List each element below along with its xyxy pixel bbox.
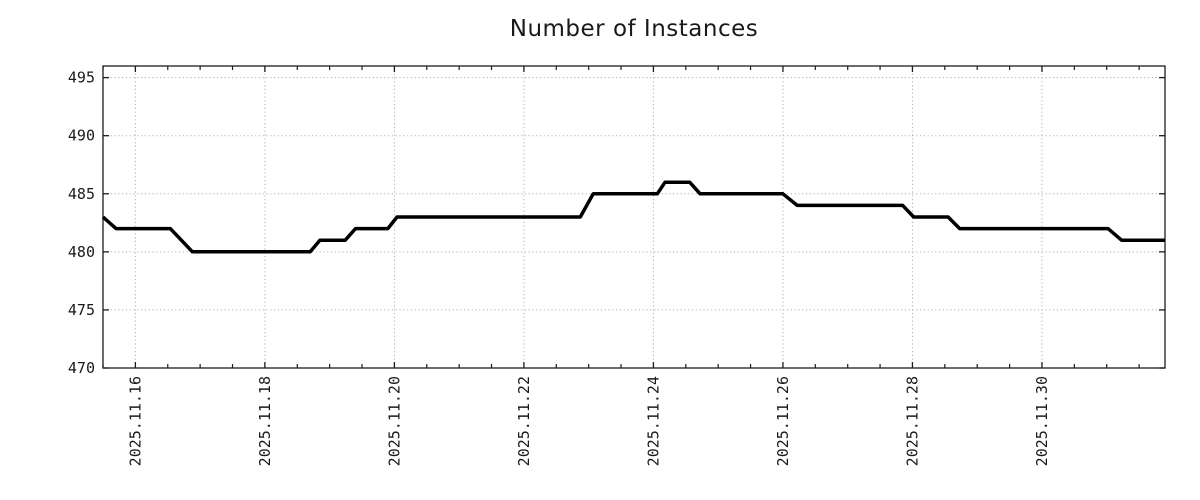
x-tick-label: 2025.11.26 bbox=[774, 376, 792, 466]
x-tick-label: 2025.11.22 bbox=[515, 376, 533, 466]
y-tick-label: 485 bbox=[68, 185, 95, 203]
x-tick-label: 2025.11.20 bbox=[385, 376, 403, 466]
x-tick-label: 2025.11.30 bbox=[1033, 376, 1051, 466]
x-tick-label: 2025.11.16 bbox=[126, 376, 144, 466]
plot-border bbox=[102, 65, 1166, 369]
x-tick-label: 2025.11.18 bbox=[256, 376, 274, 466]
x-tick-label: 2025.11.28 bbox=[903, 376, 921, 466]
y-tick-label: 495 bbox=[68, 69, 95, 87]
y-tick-label: 480 bbox=[68, 243, 95, 261]
y-tick-label: 490 bbox=[68, 127, 95, 145]
y-tick-label: 470 bbox=[68, 359, 95, 377]
x-tick-label: 2025.11.24 bbox=[644, 376, 662, 466]
series-line-instances bbox=[101, 180, 1165, 254]
y-tick-label: 475 bbox=[68, 301, 95, 319]
chart-title: Number of Instances bbox=[509, 16, 759, 42]
